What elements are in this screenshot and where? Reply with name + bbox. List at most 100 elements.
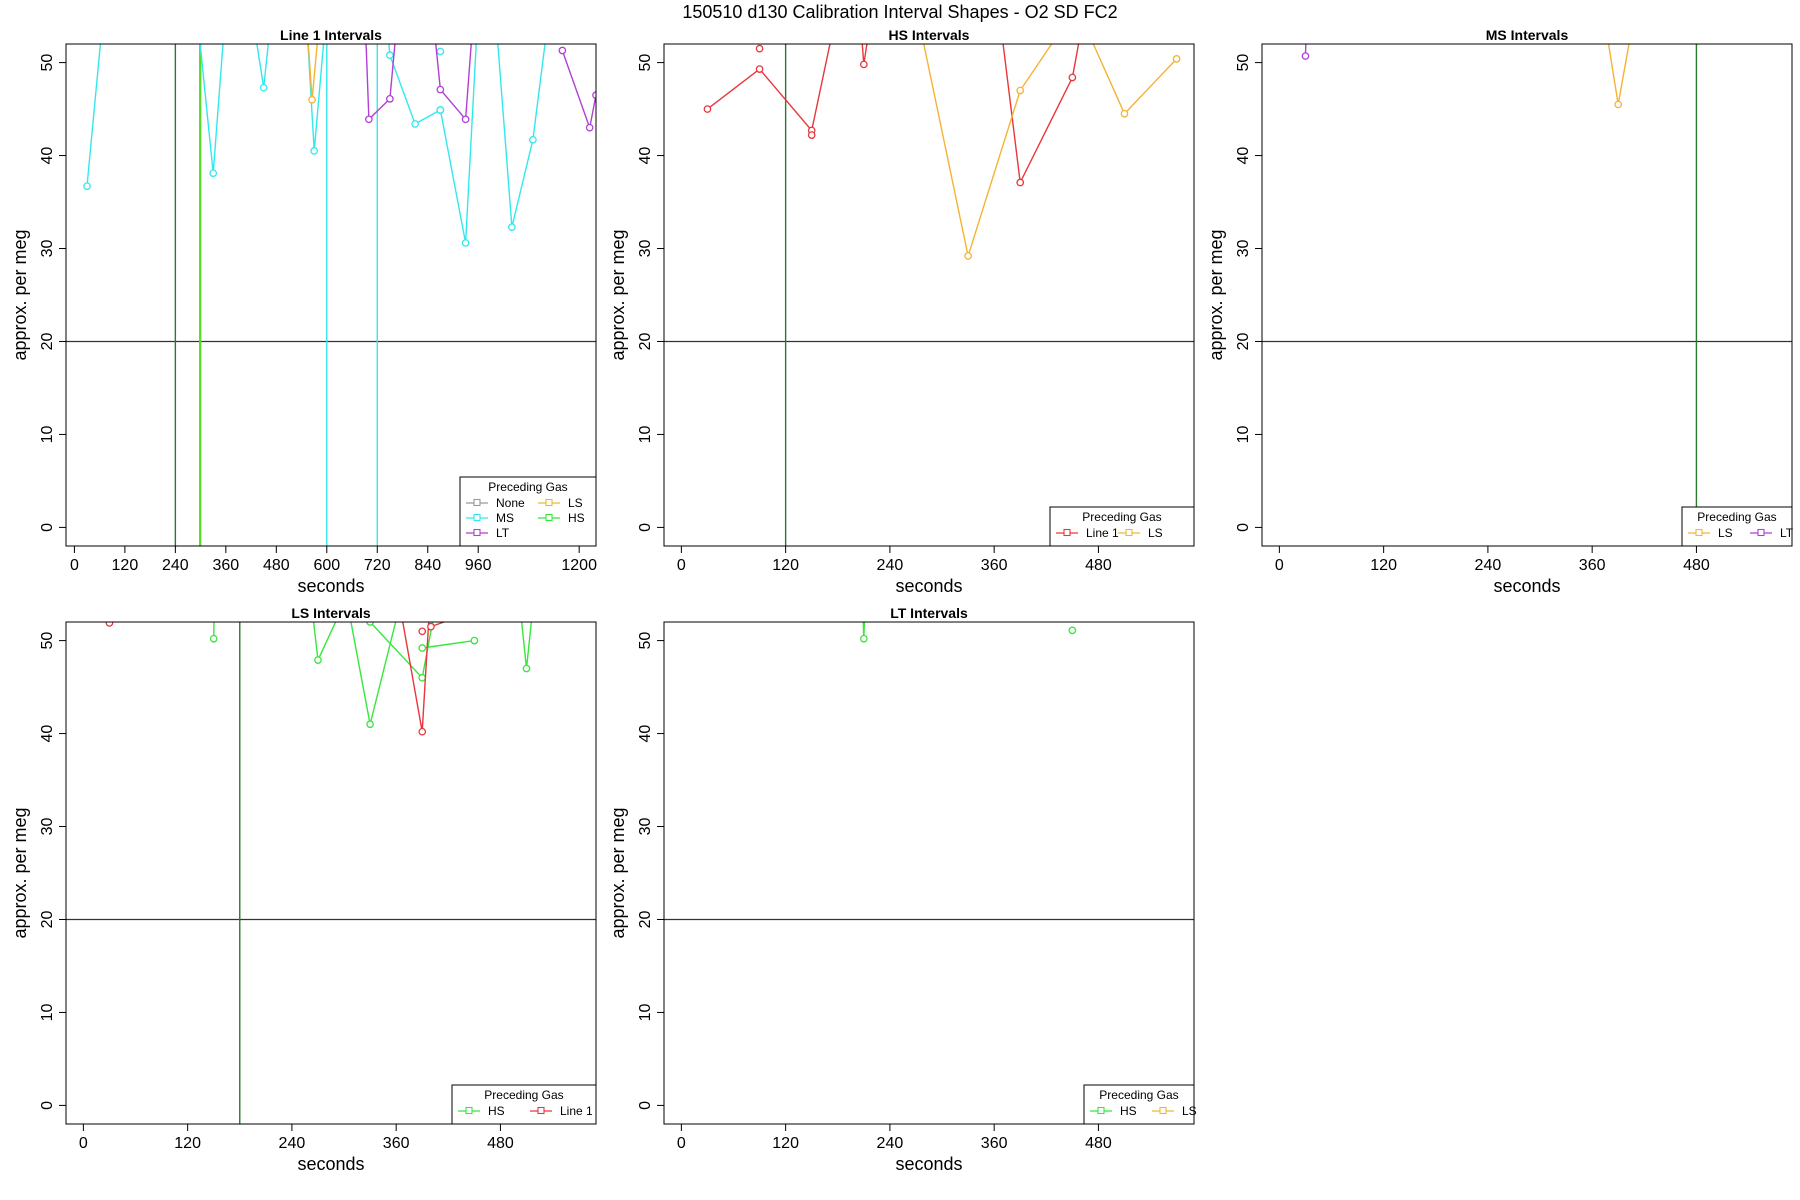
legend-box bbox=[1083, 1084, 1195, 1125]
y-tick-label: 0 bbox=[39, 1101, 56, 1110]
plot-frame bbox=[1261, 43, 1793, 547]
y-tick-label: 40 bbox=[39, 147, 56, 165]
data-point bbox=[418, 673, 427, 682]
legend: Preceding Gas HS Line 1 bbox=[451, 1084, 597, 1125]
x-axis-label: seconds bbox=[297, 1154, 364, 1174]
series-hs bbox=[209, 622, 218, 643]
series-line bbox=[923, 44, 1053, 259]
legend-box bbox=[1681, 506, 1793, 547]
data-point bbox=[310, 147, 319, 155]
data-point bbox=[366, 622, 374, 626]
series-hs bbox=[312, 622, 337, 664]
x-tick-label: 240 bbox=[877, 1135, 904, 1152]
y-axis-label: approx. per meg bbox=[608, 807, 628, 938]
data-point bbox=[461, 239, 470, 247]
x-tick-label: 600 bbox=[313, 557, 340, 574]
series-lt bbox=[1301, 44, 1310, 60]
y-tick-label: 30 bbox=[39, 240, 56, 258]
data-point bbox=[1068, 73, 1077, 82]
x-axis: 0 120 240 360 480 seconds bbox=[79, 1123, 514, 1174]
data-point bbox=[703, 105, 712, 113]
y-tick-label: 30 bbox=[1235, 240, 1252, 258]
plot-frame bbox=[65, 43, 597, 547]
series-lt bbox=[558, 46, 596, 132]
plot-area bbox=[66, 622, 596, 1124]
legend-box bbox=[1049, 506, 1195, 547]
series-ms bbox=[256, 44, 269, 92]
series-hs bbox=[366, 622, 434, 682]
series-ls bbox=[1092, 44, 1181, 118]
data-point bbox=[209, 634, 218, 643]
legend-marker bbox=[1159, 1106, 1167, 1115]
data-point bbox=[418, 644, 427, 652]
data-point bbox=[508, 223, 516, 231]
chart-panel-5: LT Intervals 0 120 240 360 480 seconds 0 10 20 30 4… bbox=[608, 605, 1197, 1174]
panel-title: LS Intervals bbox=[291, 605, 371, 621]
series-line bbox=[430, 622, 447, 628]
data-point bbox=[1120, 109, 1129, 118]
legend-label: LT bbox=[1780, 526, 1794, 540]
data-point bbox=[209, 169, 218, 178]
series-line-1 bbox=[755, 44, 764, 53]
y-tick-label: 20 bbox=[39, 332, 56, 350]
plot-frame bbox=[65, 621, 597, 1125]
legend-marker bbox=[545, 513, 553, 522]
legend-label: LT bbox=[496, 526, 510, 540]
x-tick-label: 240 bbox=[1475, 557, 1502, 574]
legend-label: Line 1 bbox=[560, 1104, 593, 1118]
y-tick-label: 50 bbox=[1235, 54, 1252, 72]
series-hs bbox=[418, 636, 479, 652]
series-ms bbox=[436, 44, 477, 247]
data-point bbox=[1614, 100, 1623, 109]
figure-title: 150510 d130 Calibration Interval Shapes … bbox=[682, 2, 1117, 22]
x-axis-label: seconds bbox=[1493, 576, 1560, 596]
data-point bbox=[386, 51, 394, 60]
legend-entry: LS bbox=[1152, 1104, 1197, 1118]
plot-frame bbox=[663, 621, 1195, 1125]
data-point bbox=[558, 46, 567, 55]
chart-panel-1: Line 1 Intervals 0 120 240 360 480 600 720 840 96… bbox=[10, 27, 597, 596]
data-point bbox=[436, 85, 445, 94]
series-line-1 bbox=[807, 131, 816, 139]
x-tick-label: 480 bbox=[487, 1135, 514, 1152]
plot-area bbox=[664, 622, 1194, 921]
legend-title: Preceding Gas bbox=[488, 480, 567, 494]
panel-title: LT Intervals bbox=[890, 605, 968, 621]
series-line bbox=[1607, 44, 1630, 105]
legend-label: HS bbox=[488, 1104, 505, 1118]
data-point bbox=[1172, 55, 1181, 63]
legend-marker bbox=[473, 498, 481, 507]
legend-marker bbox=[465, 1106, 473, 1115]
legend-marker bbox=[537, 1106, 545, 1115]
data-point bbox=[418, 627, 427, 636]
series-line-1 bbox=[105, 622, 114, 627]
data-point bbox=[411, 120, 419, 128]
x-tick-label: 240 bbox=[279, 1135, 306, 1152]
x-tick-label: 1200 bbox=[561, 557, 597, 574]
legend-entry: HS bbox=[458, 1104, 505, 1118]
data-point bbox=[436, 106, 445, 114]
series-line bbox=[706, 44, 831, 133]
x-tick-label: 840 bbox=[414, 557, 441, 574]
legend-entry: LS bbox=[538, 496, 583, 510]
legend-marker bbox=[473, 528, 481, 537]
x-axis-label: seconds bbox=[895, 1154, 962, 1174]
legend-marker bbox=[1063, 528, 1071, 537]
series-ls bbox=[923, 44, 1053, 260]
legend-marker bbox=[1125, 528, 1133, 537]
legend-label: None bbox=[496, 496, 525, 510]
series-line bbox=[365, 44, 396, 121]
panel-title: Line 1 Intervals bbox=[280, 27, 382, 43]
x-tick-label: 360 bbox=[383, 1135, 410, 1152]
y-axis: 0 10 20 30 40 50 approx. per meg bbox=[608, 54, 665, 532]
series-line bbox=[520, 622, 533, 669]
series-line bbox=[435, 44, 472, 122]
series-line bbox=[256, 44, 269, 88]
data-point bbox=[1068, 626, 1077, 635]
data-point bbox=[461, 115, 470, 124]
legend-title: Preceding Gas bbox=[1697, 510, 1776, 524]
y-tick-label: 50 bbox=[39, 54, 56, 72]
y-tick-label: 40 bbox=[637, 725, 654, 743]
y-axis: 0 10 20 30 40 50 approx. per meg bbox=[10, 632, 67, 1110]
